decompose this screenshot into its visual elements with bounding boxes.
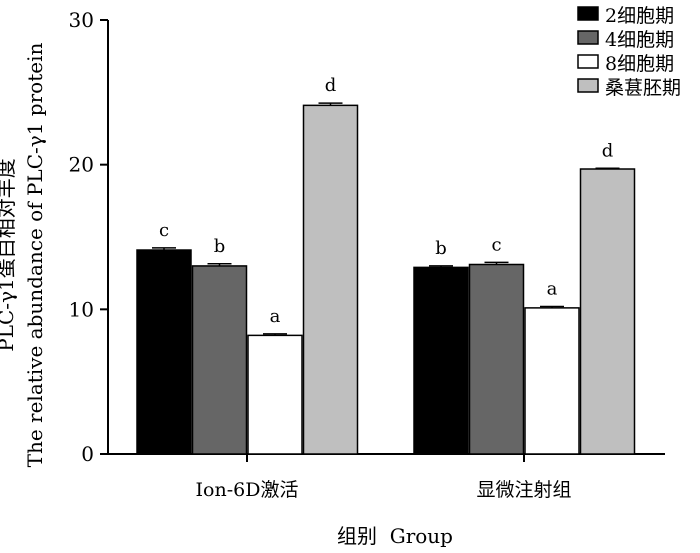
significance-letter: b xyxy=(435,238,447,259)
bar-1-2 xyxy=(413,266,469,455)
legend-swatch xyxy=(577,30,599,45)
legend-swatch xyxy=(577,6,599,21)
legend-label: 4细胞期 xyxy=(605,29,674,51)
bar-2-2 xyxy=(468,263,525,455)
bar-4-1 xyxy=(302,104,359,455)
y-tick-label: 20 xyxy=(69,153,94,177)
bar-4-2 xyxy=(579,168,636,455)
bar-1-1 xyxy=(136,249,192,455)
x-category-label: 显微注射组 xyxy=(476,479,571,501)
significance-letter: c xyxy=(159,220,169,241)
bar-2-1 xyxy=(191,265,248,455)
legend-label: 桑葚胚期 xyxy=(605,77,681,99)
bar-3-1 xyxy=(247,334,303,455)
bar-3-2 xyxy=(524,307,580,455)
significance-letter: a xyxy=(547,278,558,299)
significance-letter: d xyxy=(325,75,337,96)
significance-letter: a xyxy=(270,306,281,327)
y-axis-title-chinese: PLC-γ1蛋白相对丰度 xyxy=(0,158,18,351)
y-tick-label: 10 xyxy=(69,297,94,321)
y-axis-title-english: The relative abundance of PLC-γ1 protein xyxy=(23,43,47,468)
y-tick-label: 0 xyxy=(81,442,94,466)
legend-swatch xyxy=(577,54,599,69)
significance-letter: c xyxy=(491,234,501,255)
legend-label: 8细胞期 xyxy=(605,53,674,75)
significance-letter: d xyxy=(602,140,614,161)
y-tick-label: 30 xyxy=(69,8,94,32)
x-axis: Ion-6D激活 显微注射组 xyxy=(108,453,665,501)
significance-letter: b xyxy=(214,236,226,257)
x-axis-title: 组别 Group xyxy=(337,524,453,548)
legend-swatch xyxy=(577,78,599,93)
x-category-label: Ion-6D激活 xyxy=(196,479,299,501)
bars: c b a d b c a d xyxy=(136,75,636,455)
legend-label: 2细胞期 xyxy=(605,5,674,27)
y-axis: 0 10 20 30 xyxy=(69,8,109,466)
